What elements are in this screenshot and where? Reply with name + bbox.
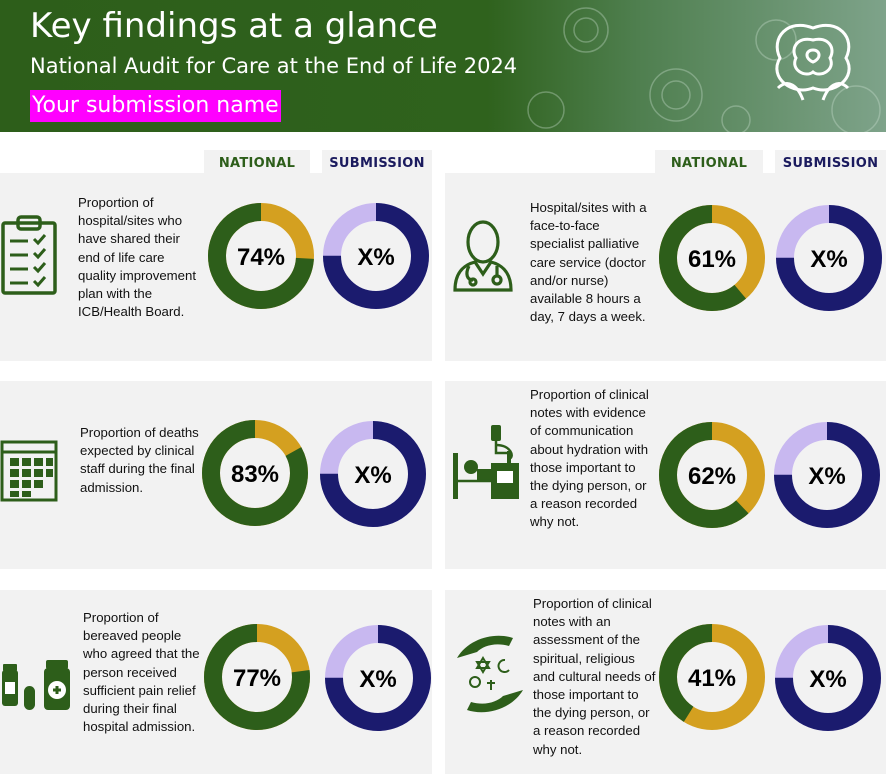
donut-value-arc bbox=[202, 420, 308, 526]
national-value-label: 62% bbox=[688, 463, 736, 490]
submission-donut: X% bbox=[320, 421, 426, 527]
donut-placeholder-arc bbox=[325, 625, 431, 731]
finding-card-3: Proportion of deaths expected by clinica… bbox=[0, 381, 432, 569]
donut-value-arc bbox=[208, 203, 314, 309]
donut-placeholder-arc bbox=[774, 422, 880, 528]
donut-placeholder-arc bbox=[320, 421, 426, 527]
national-donut: 61% bbox=[659, 205, 765, 311]
rose-logo-icon bbox=[775, 23, 851, 101]
submission-value-label: X% bbox=[809, 666, 846, 693]
donut-placeholder-arc bbox=[323, 203, 429, 309]
finding-card-6: Proportion of clinical notes with an ass… bbox=[445, 590, 886, 774]
finding-card-5: Proportion of bereaved people who agreed… bbox=[0, 590, 432, 774]
donut-placeholder-arc bbox=[775, 625, 881, 731]
donut-value-arc bbox=[659, 624, 765, 730]
national-value-label: 74% bbox=[237, 244, 285, 271]
calendar-icon bbox=[0, 440, 58, 502]
floral-pattern-decoration bbox=[527, 7, 881, 132]
national-value-label: 41% bbox=[688, 665, 736, 692]
faith-hands-icon bbox=[457, 635, 523, 713]
submission-donut: X% bbox=[774, 422, 880, 528]
hospital-bed-drip-icon bbox=[453, 425, 519, 499]
national-value-label: 77% bbox=[233, 665, 281, 692]
national-value-label: 61% bbox=[688, 246, 736, 273]
submission-value-label: X% bbox=[810, 246, 847, 273]
national-value-label: 83% bbox=[231, 461, 279, 488]
finding-description: Proportion of deaths expected by clinica… bbox=[80, 425, 199, 495]
finding-description: Proportion of hospital/sites who have sh… bbox=[78, 195, 197, 320]
national-donut: 77% bbox=[204, 624, 310, 730]
submission-value-label: X% bbox=[359, 666, 396, 693]
submission-value-label: X% bbox=[808, 463, 845, 490]
submission-donut: X% bbox=[323, 203, 429, 309]
page-title: Key findings at a glance bbox=[30, 6, 438, 46]
header-banner: Key findings at a glance National Audit … bbox=[0, 0, 886, 132]
donut-value-arc bbox=[204, 624, 310, 730]
national-donut: 74% bbox=[208, 203, 314, 309]
finding-description: Hospital/sites with a face-to-face speci… bbox=[530, 200, 647, 325]
finding-description: Proportion of clinical notes with an ass… bbox=[533, 596, 656, 757]
finding-card-2: Hospital/sites with a face-to-face speci… bbox=[445, 173, 886, 361]
national-donut: 41% bbox=[659, 624, 765, 730]
donut-value-arc bbox=[659, 422, 765, 528]
finding-description: Proportion of bereaved people who agreed… bbox=[83, 610, 200, 735]
national-donut: 62% bbox=[659, 422, 765, 528]
finding-description: Proportion of clinical notes with eviden… bbox=[530, 387, 649, 530]
submission-donut: X% bbox=[325, 625, 431, 731]
medication-icon bbox=[2, 660, 70, 710]
doctor-icon bbox=[453, 220, 513, 292]
submission-donut: X% bbox=[775, 625, 881, 731]
page-subtitle: National Audit for Care at the End of Li… bbox=[30, 54, 518, 78]
donut-value-arc bbox=[659, 205, 765, 311]
submission-value-label: X% bbox=[357, 244, 394, 271]
clipboard-checklist-icon bbox=[1, 215, 57, 295]
submission-value-label: X% bbox=[354, 462, 391, 489]
donut-placeholder-arc bbox=[776, 205, 882, 311]
finding-card-1: Proportion of hospital/sites who have sh… bbox=[0, 173, 432, 361]
submission-donut: X% bbox=[776, 205, 882, 311]
submission-name-label: Your submission name bbox=[30, 90, 281, 122]
national-donut: 83% bbox=[202, 420, 308, 526]
finding-card-4: Proportion of clinical notes with eviden… bbox=[445, 381, 886, 569]
